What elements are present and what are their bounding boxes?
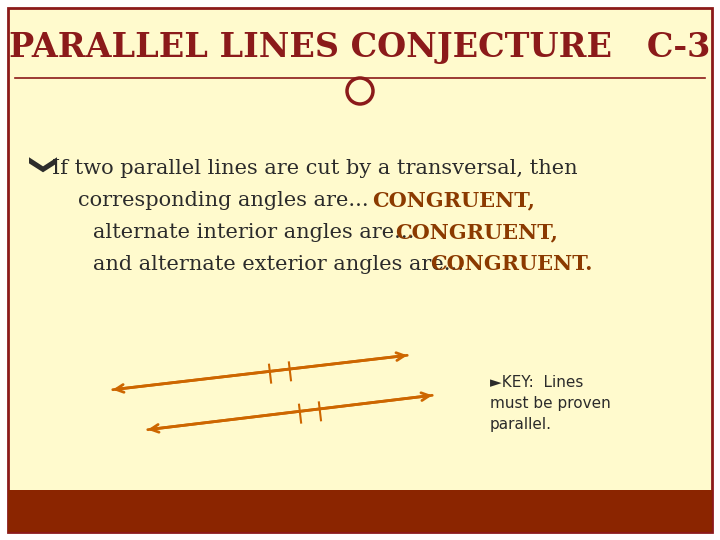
- Text: CONGRUENT,: CONGRUENT,: [395, 222, 558, 242]
- Text: alternate interior angles are...: alternate interior angles are...: [93, 222, 415, 241]
- Text: If two parallel lines are cut by a transversal, then: If two parallel lines are cut by a trans…: [52, 159, 577, 178]
- Text: ►KEY:  Lines
must be proven
parallel.: ►KEY: Lines must be proven parallel.: [490, 375, 611, 432]
- Text: PARALLEL LINES CONJECTURE   C-3: PARALLEL LINES CONJECTURE C-3: [9, 31, 711, 64]
- Text: corresponding angles are...: corresponding angles are...: [78, 191, 369, 210]
- Text: ❯: ❯: [24, 157, 52, 180]
- Text: and alternate exterior angles are...: and alternate exterior angles are...: [93, 254, 464, 273]
- Text: CONGRUENT.: CONGRUENT.: [430, 254, 593, 274]
- Text: CONGRUENT,: CONGRUENT,: [372, 190, 535, 210]
- Bar: [8, 490, 712, 532]
